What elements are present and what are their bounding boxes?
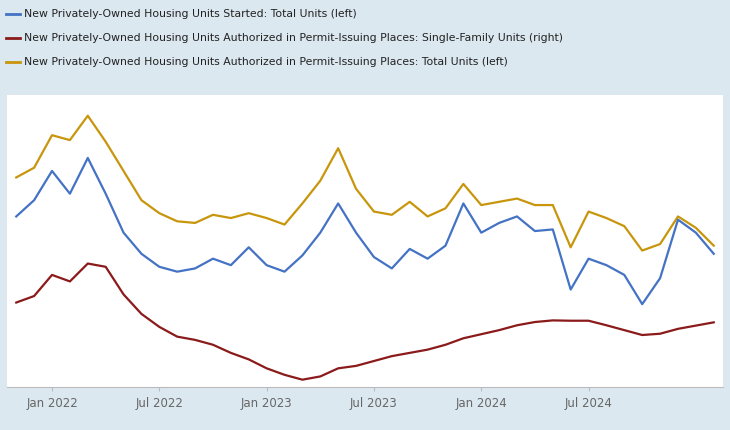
Text: New Privately-Owned Housing Units Authorized in Permit-Issuing Places: Single-Fa: New Privately-Owned Housing Units Author… <box>24 33 563 43</box>
Text: New Privately-Owned Housing Units Started: Total Units (left): New Privately-Owned Housing Units Starte… <box>24 9 357 18</box>
Text: New Privately-Owned Housing Units Authorized in Permit-Issuing Places: Total Uni: New Privately-Owned Housing Units Author… <box>24 57 508 67</box>
